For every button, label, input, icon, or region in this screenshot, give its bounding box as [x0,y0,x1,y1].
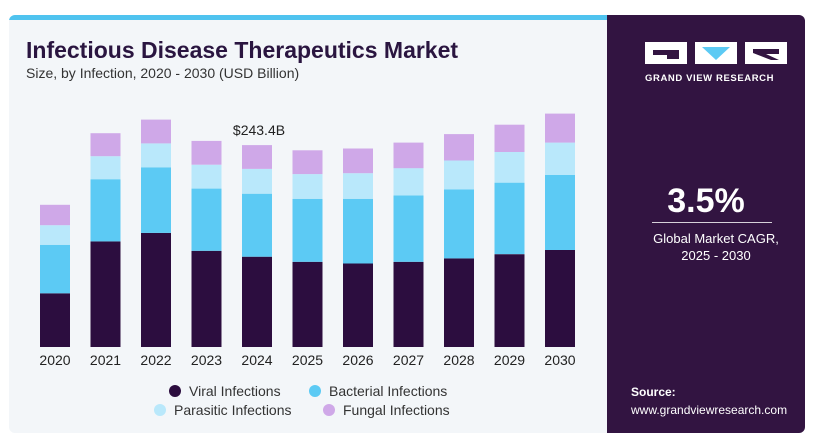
bar-2023-fungal-infections [191,140,222,165]
cagr-label: Global Market CAGR, 2025 - 2030 [653,231,779,263]
legend-item-parasitic: Parasitic Infections [154,402,292,418]
x-tick-label-2021: 2021 [90,352,121,368]
infographic-card: Infectious Disease Therapeutics Market S… [9,15,805,433]
bar-2024-bacterial-infections [242,193,272,257]
brand-name: GRAND VIEW RESEARCH [645,73,775,84]
legend-label-viral: Viral Infections [189,383,281,399]
bar-2023-parasitic-infections [191,164,222,189]
summary-panel: GRAND VIEW RESEARCH 3.5% Global Market C… [607,15,805,433]
bar-2022-viral-infections [141,232,171,347]
bar-2022-fungal-infections [141,119,171,144]
bar-2024-fungal-infections [242,145,272,169]
legend-swatch-fungal [323,404,335,416]
bar-2029-parasitic-infections [494,152,525,183]
bar-2026-viral-infections [343,263,373,347]
x-tick-label-2023: 2023 [191,352,222,368]
bar-2028-bacterial-infections [444,189,474,259]
bar-2028-viral-infections [444,258,474,347]
bar-2024-viral-infections [242,256,272,347]
chart-subtitle: Size, by Infection, 2020 - 2030 (USD Bil… [26,65,300,81]
legend-item-fungal: Fungal Infections [323,402,450,418]
data-label-2024: $243.4B [233,122,285,138]
legend-label-fungal: Fungal Infections [343,402,450,418]
source-label: Source: [631,385,676,399]
bar-2030-bacterial-infections [545,175,575,250]
bar-2025-bacterial-infections [292,198,323,262]
legend-label-bacterial: Bacterial Infections [329,383,448,399]
bar-2024-parasitic-infections [242,169,272,194]
stacked-bar-chart: 2020 2021 2022 2023 2024 $243.4B 2025 2026 2027 2… [39,113,576,368]
bar-2020-bacterial-infections [40,244,70,294]
bar-2021-bacterial-infections [90,179,121,242]
bar-2027-viral-infections [393,261,424,347]
x-tick-label-2020: 2020 [39,352,70,368]
accent-bar [9,15,607,20]
legend-item-viral: Viral Infections [169,383,281,399]
bar-2020-viral-infections [40,293,70,347]
bar-2028-parasitic-infections [444,160,474,190]
bar-2025-parasitic-infections [292,174,323,199]
x-tick-label-2022: 2022 [140,352,171,368]
chart-title: Infectious Disease Therapeutics Market [26,37,459,63]
bar-2026-fungal-infections [343,148,373,174]
bar-2029-fungal-infections [494,124,525,152]
bar-2027-parasitic-infections [393,168,424,196]
bar-2021-fungal-infections [90,133,121,157]
bar-2025-viral-infections [292,261,323,347]
x-tick-label-2029: 2029 [494,352,525,368]
legend-swatch-parasitic [154,404,166,416]
legend: Viral Infections Bacterial Infections Pa… [9,379,607,419]
source-link[interactable]: www.grandviewresearch.com [631,403,788,417]
bar-2023-bacterial-infections [191,188,222,251]
bar-2022-parasitic-infections [141,143,171,168]
x-tick-label-2026: 2026 [342,352,373,368]
x-tick-label-2028: 2028 [443,352,474,368]
bar-2030-fungal-infections [545,113,575,143]
cagr-divider [652,222,772,223]
x-tick-label-2025: 2025 [292,352,323,368]
brand-logo: GRAND VIEW RESEARCH [645,40,789,100]
bar-2021-viral-infections [90,241,121,347]
bar-2021-parasitic-infections [90,156,121,180]
bar-2029-bacterial-infections [494,182,525,255]
legend-label-parasitic: Parasitic Infections [174,402,292,418]
bar-2022-bacterial-infections [141,167,171,233]
bar-2020-fungal-infections [40,204,70,226]
legend-swatch-viral [169,385,181,397]
legend-item-bacterial: Bacterial Infections [309,383,447,399]
bar-2027-bacterial-infections [393,195,424,262]
bar-2026-bacterial-infections [343,198,373,264]
bar-2028-fungal-infections [444,134,474,161]
bar-2030-parasitic-infections [545,142,575,175]
bar-2023-viral-infections [191,250,222,347]
x-tick-label-2024: 2024 [241,352,272,368]
bar-2025-fungal-infections [292,150,323,175]
bar-2029-viral-infections [494,254,525,347]
bar-2026-parasitic-infections [343,173,373,199]
legend-swatch-bacterial [309,385,321,397]
bar-2027-fungal-infections [393,142,424,169]
x-tick-label-2030: 2030 [544,352,575,368]
cagr-value: 3.5% [667,182,745,220]
bar-2020-parasitic-infections [40,225,70,245]
x-tick-label-2027: 2027 [393,352,424,368]
brand-logo-mark [645,42,787,64]
bar-2030-viral-infections [545,249,575,347]
